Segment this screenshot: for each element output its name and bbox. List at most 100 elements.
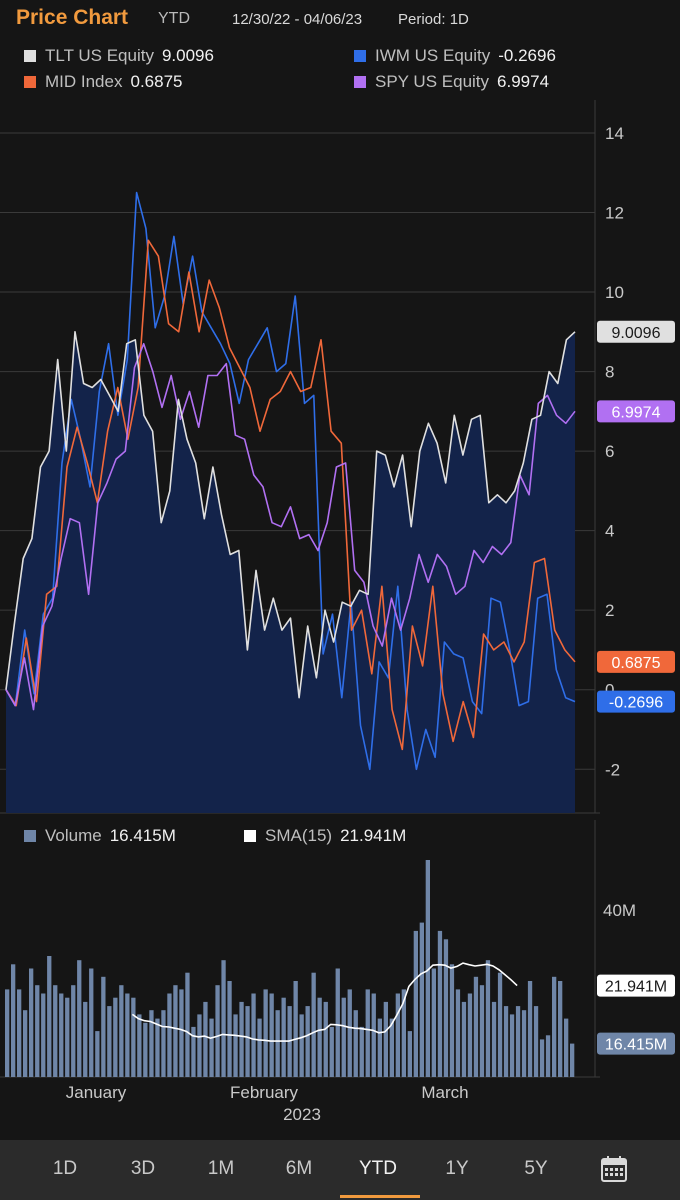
- tlt-area-fill: [6, 331, 575, 813]
- volume-bar: [221, 960, 226, 1077]
- price-chart[interactable]: -2 0 2 4 6 8 10 12 14 9.0096 6.9974 0.6875 -0.2696: [0, 100, 680, 820]
- legend-name-tlt: TLT US Equity: [45, 46, 154, 65]
- volume-bar: [131, 997, 136, 1077]
- volume-bar: [497, 972, 503, 1077]
- legend-name-spy: SPY US Equity: [375, 72, 490, 91]
- volume-bar: [323, 1001, 328, 1077]
- volume-bar: [269, 993, 274, 1077]
- sma-end-label-box: [597, 974, 675, 997]
- volume-bar: [35, 985, 40, 1077]
- volume-bar: [263, 989, 268, 1077]
- volume-bar: [401, 989, 406, 1077]
- legend-value-mid: 0.6875: [130, 72, 183, 91]
- y-tick-label: 2: [605, 601, 614, 620]
- volume-bar: [77, 960, 82, 1077]
- volume-bar: [179, 989, 184, 1077]
- sma-legend-label: SMA(15): [265, 826, 333, 845]
- y-tick-label: 12: [605, 203, 624, 222]
- series-line-tlt-us-equity: [5, 331, 576, 699]
- volume-bar: [521, 1010, 527, 1077]
- volume-bar: [89, 968, 94, 1077]
- volume-bar: [533, 1006, 539, 1077]
- volume-bar: [449, 964, 455, 1077]
- x-label-january: January: [65, 1083, 127, 1102]
- x-label-february: February: [229, 1083, 299, 1102]
- volume-bar: [311, 972, 316, 1077]
- volume-bar: [257, 1018, 262, 1077]
- volume-bar: [467, 993, 473, 1077]
- volume-bar: [413, 930, 418, 1077]
- volume-bar: [137, 1014, 142, 1077]
- calendar-icon[interactable]: [600, 1155, 628, 1183]
- legend-item-spy[interactable]: SPY US Equity 6.9974: [354, 71, 549, 93]
- timeframe-bar: 1D 3D 1M 6M YTD 1Y 5Y: [0, 1140, 680, 1200]
- legend-swatch-tlt: [24, 50, 36, 62]
- legend-item-mid[interactable]: MID Index 0.6875: [24, 71, 182, 93]
- y-tick-label: -2: [605, 760, 620, 779]
- volume-bar: [305, 1006, 310, 1077]
- series-line-iwm-us-equity: [5, 191, 576, 771]
- volume-bar: [53, 985, 58, 1077]
- volume-bar: [125, 993, 130, 1077]
- legend-item-iwm[interactable]: IWM US Equity -0.2696: [354, 45, 556, 67]
- y-tick-label: 0: [605, 681, 614, 700]
- tab-ytd[interactable]: YTD: [359, 1158, 397, 1179]
- y-tick-label: 6: [605, 442, 614, 461]
- volume-legend-label: Volume: [45, 826, 102, 845]
- tab-1y[interactable]: 1Y: [445, 1158, 469, 1179]
- volume-bar: [119, 985, 124, 1077]
- volume-bar: [155, 1018, 160, 1077]
- volume-bar: [209, 1018, 214, 1077]
- volume-bar: [161, 1010, 166, 1077]
- volume-bar: [431, 968, 436, 1077]
- volume-bar: [341, 997, 346, 1077]
- page-title: Price Chart: [16, 6, 129, 29]
- legend-value-iwm: -0.2696: [498, 46, 556, 65]
- volume-bar: [515, 1006, 521, 1077]
- volume-bar: [371, 993, 376, 1077]
- legend-value-tlt: 9.0096: [161, 46, 214, 65]
- end-value-label: -0.2696: [609, 695, 663, 712]
- volume-legend-value: 16.415M: [109, 826, 176, 845]
- sma-legend-value: 21.941M: [340, 826, 407, 845]
- volume-bar: [293, 981, 298, 1077]
- volume-bar: [461, 1001, 467, 1077]
- volume-bar: [275, 1010, 280, 1077]
- y-tick-label: 10: [605, 283, 624, 302]
- volume-bar: [203, 1001, 208, 1077]
- volume-bar: [527, 981, 533, 1077]
- volume-bar: [167, 993, 172, 1077]
- legend-item-tlt[interactable]: TLT US Equity 9.0096: [24, 45, 214, 67]
- tab-3d[interactable]: 3D: [130, 1158, 156, 1179]
- volume-bar: [215, 985, 220, 1077]
- volume-bar: [425, 860, 430, 1077]
- end-value-label: 6.9974: [612, 404, 661, 421]
- tab-5y[interactable]: 5Y: [524, 1158, 548, 1179]
- volume-bar: [395, 993, 400, 1077]
- tab-6m[interactable]: 6M: [285, 1158, 313, 1179]
- sma-swatch: [244, 830, 256, 842]
- volume-bar: [491, 1001, 497, 1077]
- end-label-box: [597, 690, 675, 713]
- volume-bar: [41, 993, 46, 1077]
- range-label: YTD: [158, 10, 190, 27]
- series-line-mid-index: [5, 239, 576, 751]
- volume-bar: [473, 976, 479, 1077]
- tab-1m[interactable]: 1M: [207, 1158, 235, 1179]
- volume-bar: [365, 989, 370, 1077]
- volume-bar: [251, 993, 256, 1077]
- volume-bar: [455, 989, 461, 1077]
- volume-bar: [281, 997, 286, 1077]
- volume-bar: [83, 1001, 88, 1077]
- volume-bar: [407, 1031, 412, 1077]
- volume-end-label-box: [597, 1032, 675, 1055]
- volume-chart[interactable]: 40M 21.941M 16.415M: [0, 820, 680, 1082]
- volume-bar: [173, 985, 178, 1077]
- volume-bar: [479, 985, 485, 1077]
- volume-bar: [239, 1001, 244, 1077]
- tab-1d[interactable]: 1D: [52, 1158, 78, 1179]
- volume-bar: [5, 989, 10, 1077]
- volume-bar: [101, 976, 106, 1077]
- sma-line: [131, 962, 518, 1042]
- volume-bar: [11, 964, 16, 1077]
